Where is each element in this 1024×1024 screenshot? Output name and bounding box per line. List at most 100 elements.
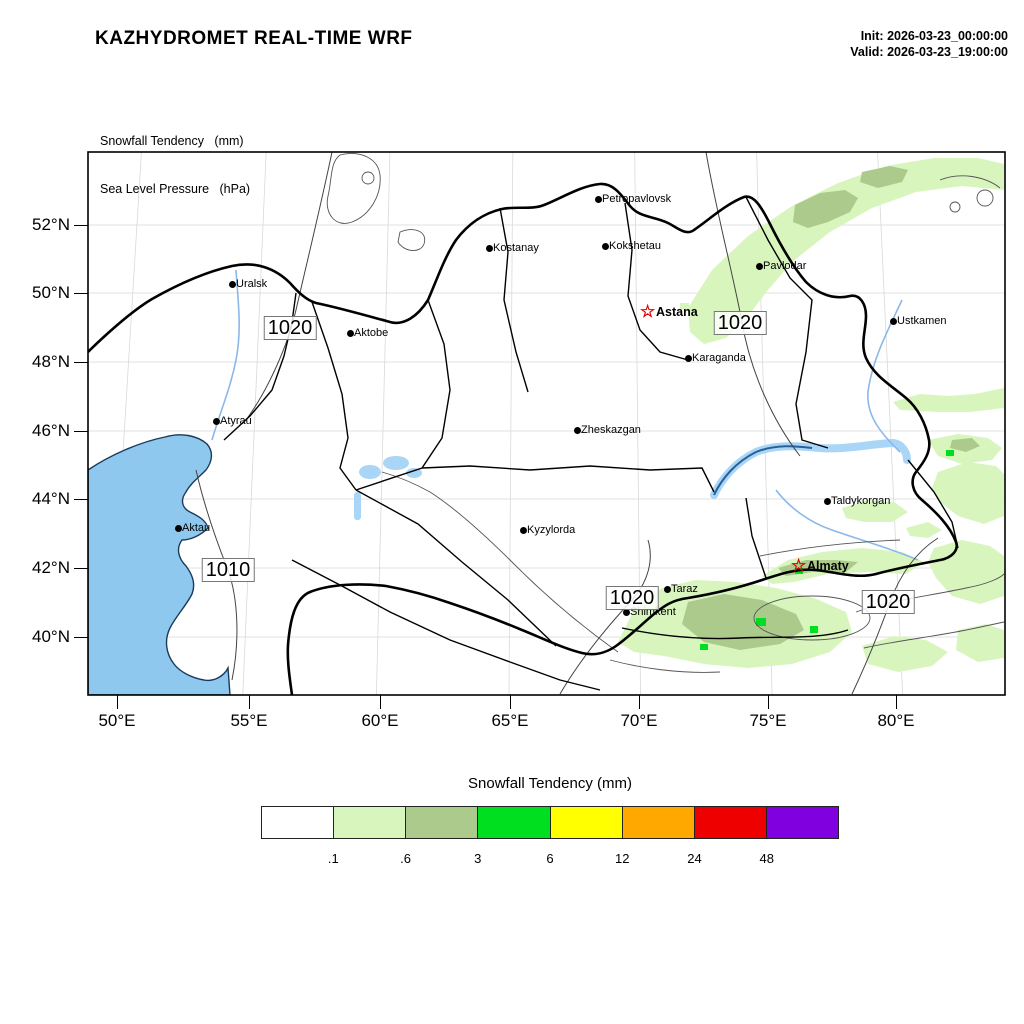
legend-tick-label: 12 [615,851,630,866]
field-labels: Snowfall Tendency (mm) Sea Level Pressur… [100,101,250,229]
pressure-label: 1020 [713,311,767,335]
city-label: Taldykorgan [831,495,891,507]
lat-axis-label: 40°N [32,627,70,646]
lake-balkhash-west-shore [713,445,813,496]
pressure-label: 1020 [861,590,915,614]
city-label: Pavlodar [763,260,807,272]
lon-tick [116,695,118,709]
map-frame [87,151,1006,696]
lon-tick [638,695,640,709]
city-dot [663,585,671,593]
city-dot [889,317,897,325]
legend-color-cell [406,807,479,838]
legend-tick-label: .6 [400,851,411,866]
lat-axis-label: 46°N [32,421,70,440]
city-label: Ustkamen [897,315,947,327]
capital-star-icon: ☆ [791,556,807,575]
capital-star-icon: ☆ [640,302,656,321]
region-borders [223,196,959,691]
legend-tick-label: .1 [327,851,339,866]
legend-tick-label: 6 [546,851,554,866]
city-label: Taraz [671,583,698,595]
lon-tick [895,695,897,709]
legend-color-cell [694,807,767,838]
lon-tick [767,695,769,709]
city-dot [573,426,581,434]
pressure-label: 1020 [263,316,317,340]
aral-sea [354,456,422,520]
city-dot [823,497,831,505]
kazakhstan-border [88,182,958,695]
city-label: Uralsk [236,278,268,290]
city-label: Karaganda [692,352,746,364]
city-label: Atyrau [220,415,252,427]
snowfall-shading-moderate [682,166,980,650]
lon-axis-label: 70°E [620,711,658,730]
legend-color-cell [334,807,407,838]
city-label: Aktau [182,522,211,534]
lat-tick [74,224,88,226]
valid-time: Valid: 2026-03-23_19:00:00 [850,45,1008,59]
lon-axis-label: 80°E [877,711,915,730]
city-label: Almaty [807,559,849,573]
field-label-snowfall: Snowfall Tendency (mm) [100,134,244,148]
pressure-label: 1020 [605,586,659,610]
lake-balkhash [710,438,911,499]
lon-tick [248,695,250,709]
legend-tick-label: 24 [687,851,702,866]
legend-title: Snowfall Tendency (mm) [468,775,632,792]
legend-color-cell [766,807,838,838]
legend-color-cell [622,807,695,838]
city-label: Zheskazgan [581,424,641,436]
legend-tick-label: 48 [759,851,774,866]
lat-axis-label: 52°N [32,215,70,234]
terrain-contours [326,153,1005,673]
legend-color-cell [550,807,623,838]
lat-axis-label: 44°N [32,489,70,508]
rivers [211,269,919,561]
lat-tick [74,292,88,294]
city-dot [228,280,236,288]
city-dot [212,417,220,425]
city-dot [622,608,630,616]
page-title: KAZHYDROMET REAL-TIME WRF [95,28,413,49]
city-label: Kyzylorda [527,524,576,536]
city-label: Petropavlovsk [602,193,672,205]
lat-axis-label: 48°N [32,352,70,371]
pressure-label: 1010 [201,558,255,582]
lon-axis-label: 60°E [361,711,399,730]
city-label: Kostanay [493,242,539,254]
city-dot [755,262,763,270]
lat-tick [74,567,88,569]
city-dot [601,242,609,250]
city-dot [346,329,354,337]
city-dot [174,524,182,532]
lat-axis-label: 50°N [32,283,70,302]
model-run-info: Init: 2026-03-23_00:00:00 Valid: 2026-03… [850,28,1008,60]
city-dot [684,354,692,362]
legend-tick-label: 3 [474,851,482,866]
field-label-pressure: Sea Level Pressure (hPa) [100,182,251,196]
init-time: Init: 2026-03-23_00:00:00 [860,29,1008,43]
legend-color-cell [262,807,335,838]
city-dot [519,526,527,534]
lon-axis-label: 55°E [230,711,268,730]
lon-axis-label: 50°E [98,711,136,730]
lat-tick [74,430,88,432]
city-dot [485,244,493,252]
lon-axis-label: 75°E [749,711,787,730]
lat-tick [74,498,88,500]
lon-tick [379,695,381,709]
city-label: Aktobe [354,327,389,339]
lat-tick [74,361,88,363]
legend-color-cell [478,807,551,838]
lat-tick [74,636,88,638]
lat-axis-label: 42°N [32,558,70,577]
city-label: Kokshetau [609,240,661,252]
city-dot [594,195,602,203]
city-label: Astana [656,305,698,319]
legend-colorbar [261,806,839,839]
lon-axis-label: 65°E [491,711,529,730]
